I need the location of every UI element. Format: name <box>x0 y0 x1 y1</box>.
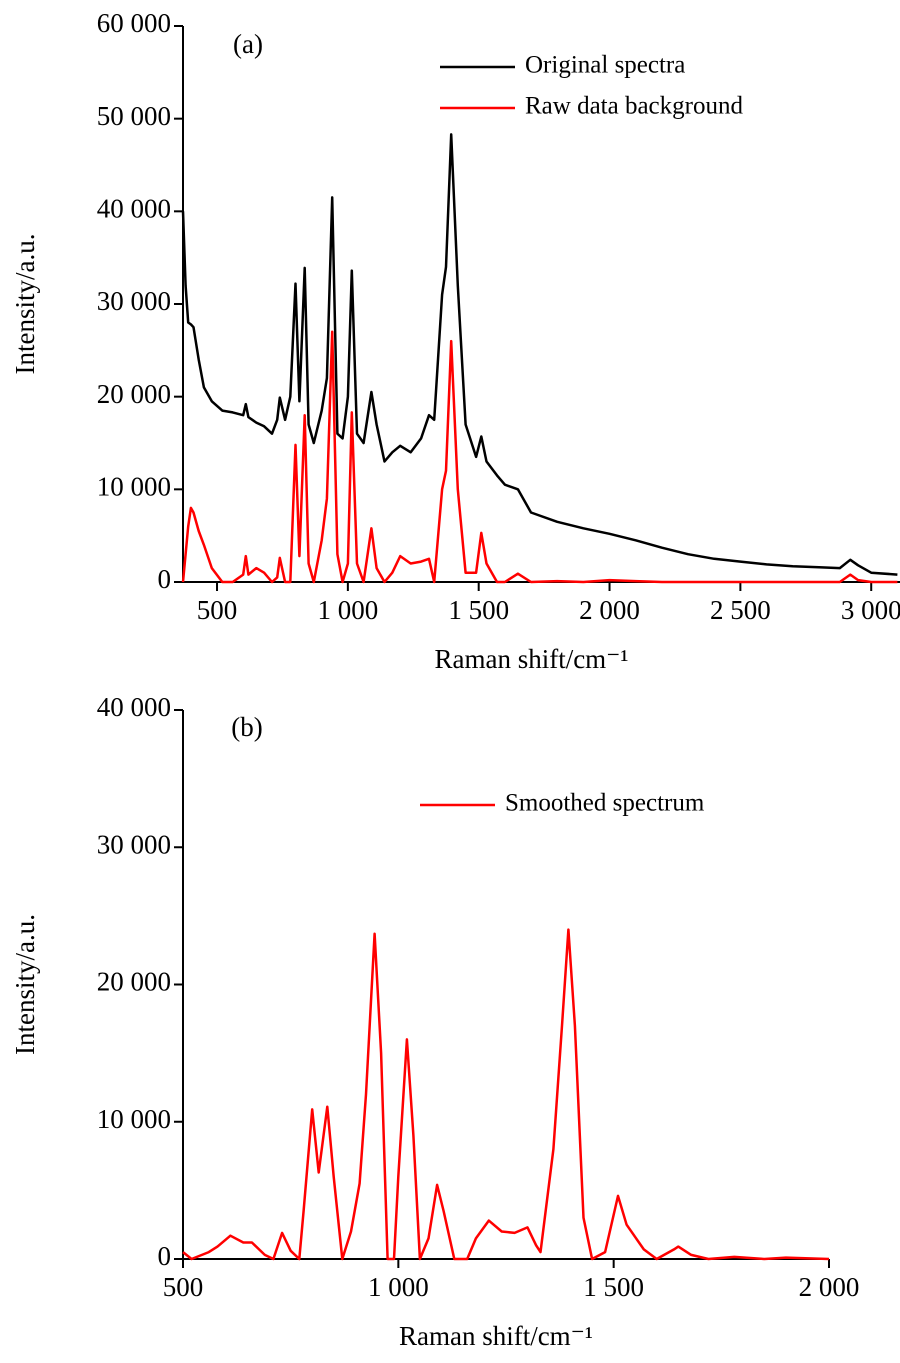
legend-label: Raw data background <box>525 93 743 120</box>
x-tick-label: 1 000 <box>368 1272 429 1302</box>
y-tick-label: 20 000 <box>97 379 171 409</box>
x-tick-label: 2 500 <box>710 595 771 625</box>
y-tick-label: 0 <box>158 564 172 594</box>
y-tick-label: 40 000 <box>97 692 171 722</box>
panel-label: (a) <box>233 29 263 59</box>
legend-label: Original spectra <box>525 52 685 79</box>
y-tick-label: 40 000 <box>97 194 171 224</box>
panel-label: (b) <box>231 712 262 742</box>
y-tick-label: 30 000 <box>97 286 171 316</box>
x-tick-label: 2 000 <box>799 1272 860 1302</box>
x-tick-label: 1 000 <box>317 595 378 625</box>
y-tick-label: 20 000 <box>97 967 171 997</box>
x-tick-label: 2 000 <box>579 595 640 625</box>
y-tick-label: 10 000 <box>97 1104 171 1134</box>
y-axis-label: Intensity/a.u. <box>10 914 40 1055</box>
spectrum-line <box>181 133 898 576</box>
y-tick-label: 10 000 <box>97 472 171 502</box>
x-tick-label: 1 500 <box>448 595 509 625</box>
y-tick-label: 0 <box>158 1241 172 1271</box>
x-tick-label: 500 <box>197 595 238 625</box>
y-axis-label: Intensity/a.u. <box>10 234 40 375</box>
x-tick-label: 500 <box>163 1272 204 1302</box>
x-axis-label: Raman shift/cm⁻¹ <box>399 1321 593 1351</box>
x-tick-label: 3 000 <box>841 595 900 625</box>
y-tick-label: 30 000 <box>97 829 171 859</box>
spectrum-line <box>182 928 830 1261</box>
y-tick-label: 60 000 <box>97 8 171 38</box>
y-tick-label: 50 000 <box>97 101 171 131</box>
x-axis-label: Raman shift/cm⁻¹ <box>434 644 628 674</box>
spectrum-line <box>181 330 898 584</box>
x-tick-label: 1 500 <box>583 1272 644 1302</box>
legend-label: Smoothed spectrum <box>505 790 705 817</box>
